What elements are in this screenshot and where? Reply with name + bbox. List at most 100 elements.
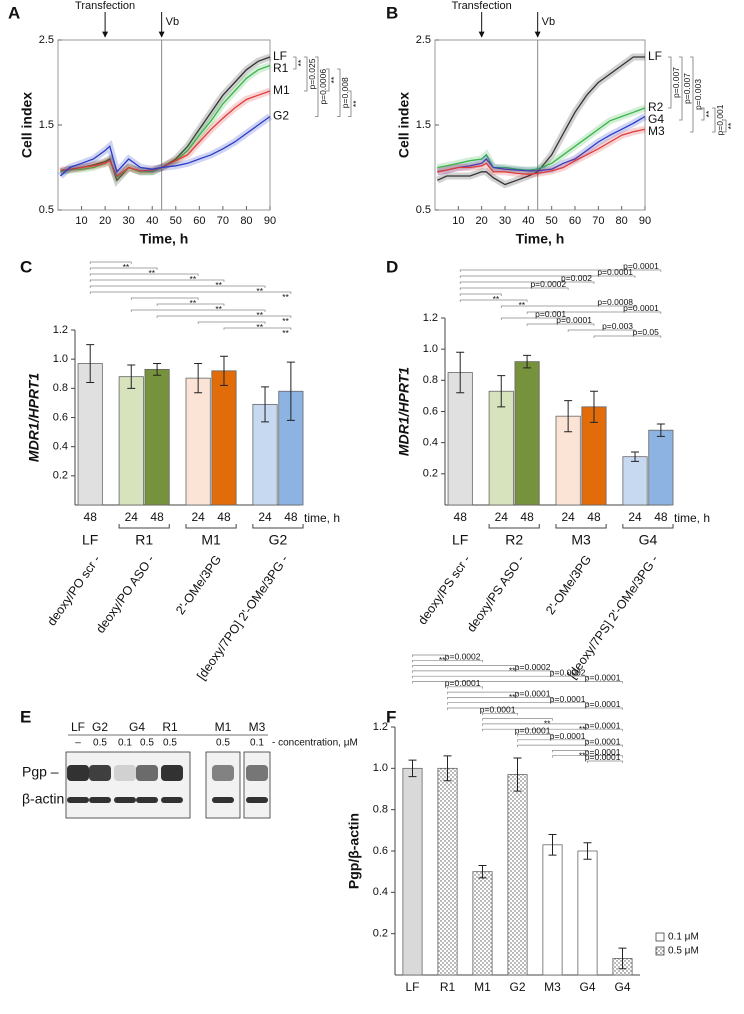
- significance-label: **: [123, 262, 130, 272]
- bar: [77, 363, 103, 506]
- significance-label: **: [215, 280, 222, 290]
- error-bar: [194, 363, 203, 394]
- x-tick-label: 50: [170, 215, 182, 227]
- x-tick-label: 48: [654, 510, 668, 524]
- significance-label: p=0.0001: [550, 731, 586, 741]
- significance-bracket: [459, 281, 595, 284]
- concentration-label: 0.5: [93, 738, 107, 749]
- group-label: M3: [571, 532, 591, 548]
- significance-bracket: [482, 728, 623, 732]
- significance-label: **: [148, 268, 155, 278]
- x-tick-label: 48: [520, 510, 534, 524]
- significance-label: p=0.0001: [585, 720, 621, 730]
- significance-label: **: [256, 286, 263, 296]
- significance-label: p=0.0002: [445, 652, 481, 662]
- concentration-label: 0.5: [163, 738, 177, 749]
- pgp-band: [89, 765, 111, 781]
- x-tick-label: 40: [146, 215, 158, 227]
- error-bar: [631, 451, 640, 462]
- significance-bracket: [517, 739, 588, 742]
- significance-label: p=0.0001: [585, 747, 621, 757]
- x-tick-label: R1: [440, 980, 456, 994]
- significance-bracket: [89, 273, 199, 276]
- significance-bracket: [412, 681, 623, 684]
- significance-label: **: [190, 274, 197, 284]
- x-tick-label: 80: [240, 215, 252, 227]
- significance-label: **: [282, 292, 289, 302]
- x-tick-label: LF: [405, 980, 419, 994]
- significance-bracket: [500, 317, 569, 320]
- x-tick-label: 10: [452, 215, 464, 227]
- x-tick-label: 48: [284, 510, 298, 524]
- significance-bracket: [701, 107, 705, 121]
- error-bar: [548, 833, 557, 856]
- bar: [185, 377, 211, 506]
- significance-label: p=0.002: [561, 273, 592, 283]
- x-tick-label: 24: [125, 510, 139, 524]
- panel-label: C: [20, 257, 32, 276]
- x-tick-label: G2: [509, 980, 525, 994]
- bar: [507, 774, 528, 976]
- group-bracket: [488, 524, 540, 529]
- x-tick-label: 30: [123, 215, 135, 227]
- significance-label: **: [282, 328, 289, 338]
- pgp-band: [161, 765, 183, 781]
- significance-bracket: [130, 309, 266, 312]
- significance-label: p=0.0001: [550, 694, 586, 704]
- x-axis-label: time, h: [304, 511, 340, 525]
- error-bar: [261, 386, 270, 423]
- lane-label: G4: [129, 720, 145, 734]
- significance-bracket: [130, 297, 199, 300]
- y-axis-label: MDR1/HPRT1: [396, 367, 412, 456]
- pgp-band: [212, 765, 234, 781]
- panel-label: A: [8, 3, 20, 22]
- x-tick-label: 24: [191, 510, 205, 524]
- legend-label: LF: [648, 49, 662, 63]
- series-line: [59, 115, 271, 177]
- significance-label: **: [256, 322, 263, 332]
- x-tick-label: M1: [474, 980, 491, 994]
- significance-bracket: [459, 293, 502, 296]
- concentration-label: 0.1: [250, 738, 264, 749]
- x-tick-label: M3: [544, 980, 561, 994]
- x-tick-label: 20: [99, 215, 111, 227]
- group-label: G2: [269, 532, 288, 548]
- y-tick-label: 1.0: [423, 343, 438, 355]
- x-tick-label: 24: [561, 510, 575, 524]
- error-bar: [513, 757, 522, 792]
- error-bar: [656, 423, 665, 437]
- significance-bracket: [337, 68, 341, 117]
- y-tick-label: 0.4: [53, 441, 68, 453]
- y-tick-label: 0.4: [423, 437, 438, 449]
- error-bar: [286, 361, 295, 421]
- significance-bracket: [89, 279, 225, 282]
- x-tick-label: 70: [592, 215, 604, 227]
- significance-bracket: [517, 734, 553, 737]
- significance-bracket: [712, 107, 716, 133]
- bar: [437, 767, 458, 976]
- group-bracket: [622, 524, 674, 529]
- error-bar: [408, 759, 417, 778]
- significance-bracket: [293, 56, 297, 70]
- panel-label: D: [386, 257, 398, 276]
- actin-band: [136, 797, 158, 803]
- significance-bracket: [526, 311, 662, 314]
- significance-label: p=0.008: [340, 77, 350, 108]
- y-tick-label: 0.8: [373, 804, 388, 816]
- significance-label: p=0.007: [682, 73, 692, 104]
- y-tick-label: 0.2: [53, 470, 68, 482]
- error-bar: [583, 842, 592, 860]
- error-bar: [618, 947, 627, 970]
- significance-label: **: [493, 294, 500, 304]
- x-tick-label: 48: [217, 510, 231, 524]
- significance-bracket: [89, 267, 158, 270]
- significance-label: p=0.0002: [515, 662, 551, 672]
- bar: [577, 850, 598, 976]
- significance-bracket: [690, 56, 694, 133]
- significance-label: p=0.001: [715, 104, 725, 135]
- significance-label: p=0.0002: [550, 667, 586, 677]
- significance-label: p=0.0008: [597, 297, 633, 307]
- significance-label: p=0.0001: [585, 699, 621, 709]
- error-bar: [443, 755, 452, 782]
